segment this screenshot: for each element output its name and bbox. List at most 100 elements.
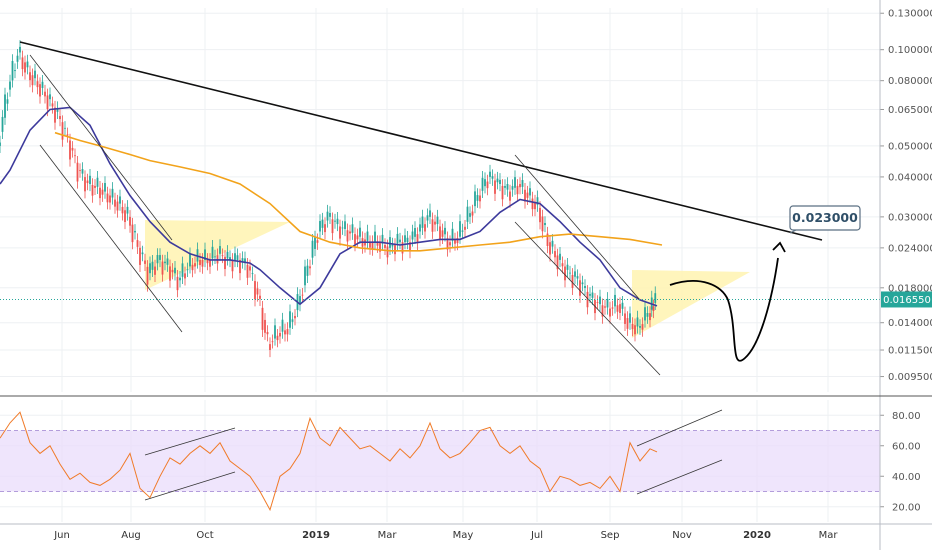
candle-body — [206, 259, 209, 264]
candle-body — [31, 75, 34, 86]
y-tick-label: 0.130000 — [888, 9, 932, 20]
candle-body — [536, 197, 539, 205]
candle-body — [504, 186, 506, 188]
candle-body — [199, 259, 201, 266]
candle-body — [546, 233, 549, 246]
candle-body — [159, 255, 161, 260]
candle-body — [66, 134, 69, 136]
candle-body — [246, 264, 249, 278]
candle-body — [294, 315, 296, 319]
candle-body — [141, 252, 144, 255]
candle-body — [376, 242, 379, 246]
candle-body — [604, 306, 606, 308]
labels: 0.016550 0.023000 — [789, 205, 932, 308]
candle-body — [474, 191, 476, 207]
candle-body — [121, 206, 124, 214]
candle-body — [164, 261, 166, 264]
candle-body — [629, 313, 631, 323]
candle-body — [341, 227, 344, 229]
candle-body — [571, 274, 574, 288]
candle-body — [556, 255, 559, 270]
candle-body — [491, 176, 494, 179]
candle-body — [389, 237, 391, 248]
candle-body — [324, 224, 326, 233]
candle-body — [446, 238, 449, 250]
candle-body — [81, 169, 84, 174]
candle-body — [649, 313, 651, 321]
candle-body — [561, 263, 564, 267]
candle-body — [49, 94, 51, 100]
candle-body — [541, 216, 544, 232]
major-trendline — [19, 41, 823, 241]
candle-body — [56, 108, 59, 112]
candle-body — [531, 198, 534, 210]
candle-body — [481, 177, 484, 191]
candle-body — [494, 180, 496, 194]
candle-body — [559, 253, 561, 260]
candle-body — [429, 210, 431, 217]
candle-body — [86, 180, 89, 184]
candle-body — [539, 207, 541, 223]
candle-body — [436, 216, 439, 225]
rsi-line — [0, 411, 658, 512]
candle-body — [96, 177, 99, 187]
y-tick-label: 0.100000 — [888, 45, 932, 56]
candle-body — [516, 185, 519, 195]
candle-body — [551, 240, 554, 247]
candle-body — [419, 224, 421, 232]
x-tick-label: Aug — [121, 530, 141, 541]
rsi-band — [0, 430, 880, 492]
x-tick-label: 2019 — [302, 530, 330, 541]
candle-body — [354, 234, 356, 245]
candle-body — [189, 254, 191, 267]
candle-body — [244, 258, 246, 264]
candle-body — [179, 277, 181, 281]
candle-body — [414, 228, 416, 237]
candle-body — [529, 188, 531, 196]
candle-body — [19, 46, 21, 53]
candle-body — [261, 307, 264, 330]
candle-body — [71, 147, 74, 151]
candle-body — [54, 107, 56, 123]
candle-body — [104, 183, 106, 192]
candle-body — [371, 242, 374, 249]
candle-body — [589, 294, 591, 296]
candle-body — [396, 233, 399, 244]
candle-body — [171, 269, 174, 273]
candle-body — [616, 305, 619, 312]
candle-body — [161, 261, 164, 275]
candle-body — [511, 186, 514, 190]
candle-body — [99, 187, 101, 199]
candle-body — [1, 116, 4, 132]
candle-body — [566, 264, 569, 270]
candle-body — [231, 259, 234, 272]
candle-body — [454, 239, 456, 244]
candle-body — [366, 231, 369, 241]
candle-body — [606, 298, 609, 308]
candle-body — [116, 201, 119, 211]
candle-body — [631, 323, 634, 330]
candle-body — [596, 302, 599, 303]
candle-body — [34, 70, 36, 79]
candle-body — [41, 81, 44, 88]
candle-body — [416, 234, 419, 243]
candle-body — [151, 261, 154, 270]
candle-body — [321, 219, 324, 228]
candle-body — [24, 62, 26, 73]
candle-body — [609, 308, 611, 317]
moving-average-slow — [54, 131, 663, 252]
rsi-tick-label: 20.00 — [892, 502, 921, 513]
candle-body — [311, 240, 314, 258]
candle-body — [109, 195, 111, 203]
candle-body — [339, 226, 341, 239]
candle-body — [486, 181, 489, 189]
candle-body — [639, 326, 641, 328]
candle-body — [64, 127, 66, 129]
candle-body — [644, 307, 646, 321]
x-tick-label: 2020 — [743, 530, 771, 541]
candle-body — [381, 234, 384, 244]
candle-body — [279, 332, 281, 337]
candle-body — [304, 266, 306, 286]
candle-body — [424, 224, 426, 232]
candle-body — [654, 293, 657, 303]
